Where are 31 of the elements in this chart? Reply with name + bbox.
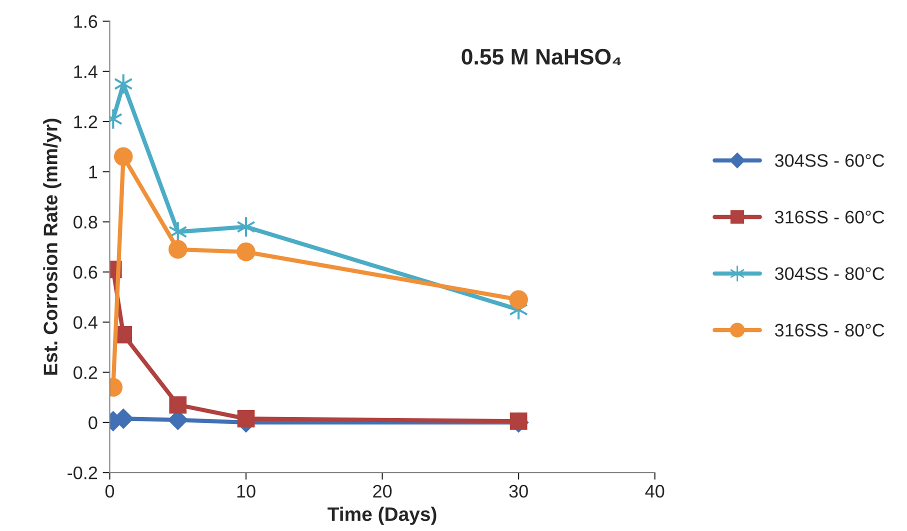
y-tick-label: -0.2 bbox=[68, 466, 98, 480]
point bbox=[168, 240, 188, 259]
point bbox=[509, 290, 528, 309]
legend-label: 316SS - 80°C bbox=[774, 324, 884, 337]
point bbox=[236, 216, 256, 238]
legend-label: 304SS - 60°C bbox=[774, 154, 884, 167]
x-axis-title: Time (Days) bbox=[328, 506, 436, 525]
point bbox=[169, 396, 187, 414]
legend-label: 316SS - 60°C bbox=[774, 210, 884, 224]
y-tick-label: 1.2 bbox=[74, 115, 98, 128]
y-tick-label: 1.6 bbox=[74, 15, 98, 28]
y-axis-title: Est. Corrosion Rate (mm/yr) bbox=[43, 118, 62, 375]
point bbox=[114, 73, 133, 95]
y-tick-label: 0.6 bbox=[74, 266, 98, 279]
y-tick-label: 1.4 bbox=[74, 66, 98, 78]
y-tick-label: 1 bbox=[89, 166, 98, 178]
text: 0.55 M NaHSO₄ bbox=[462, 48, 622, 66]
point bbox=[510, 412, 528, 430]
legend-label: 304SS - 80°C bbox=[774, 267, 884, 280]
y-tick-label: 0.2 bbox=[74, 366, 98, 380]
x-tick-label: 20 bbox=[373, 484, 392, 498]
x-tick-label: 10 bbox=[237, 484, 256, 498]
point bbox=[236, 242, 256, 262]
x-tick-label: 30 bbox=[509, 484, 528, 498]
y-tick-label: 0.4 bbox=[74, 316, 98, 329]
point bbox=[114, 147, 133, 166]
y-tick-label: 0.8 bbox=[74, 216, 98, 229]
y-tick-label: 0 bbox=[88, 416, 98, 430]
x-tick-label: 0 bbox=[105, 484, 114, 498]
x-tick-label: 40 bbox=[645, 484, 664, 498]
point bbox=[237, 410, 255, 428]
